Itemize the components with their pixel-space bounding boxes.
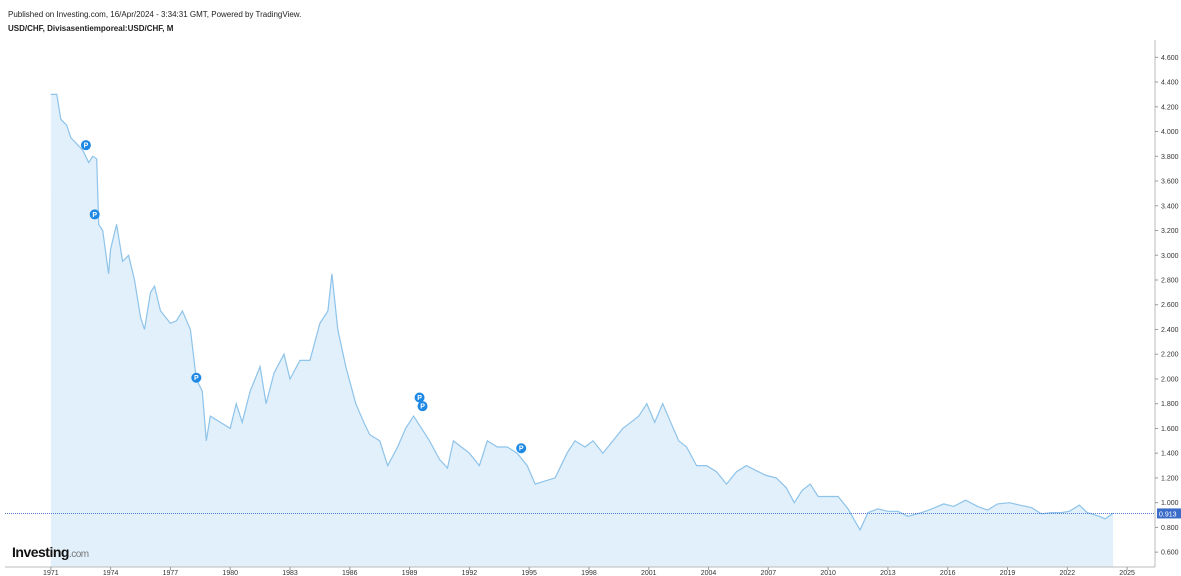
x-tick-label: 2007 (761, 570, 777, 576)
x-tick-label: 1977 (163, 570, 179, 576)
y-tick-label: 4.600 (1161, 55, 1179, 62)
x-tick-label: 2004 (701, 570, 717, 576)
event-marker: P (414, 392, 425, 403)
y-tick-label: 2.600 (1161, 302, 1179, 309)
price-line (50, 93, 1114, 532)
x-tick-label: 1989 (402, 570, 418, 576)
y-tick-label: 4.000 (1161, 129, 1179, 136)
logo: Investing.com (12, 544, 89, 560)
logo-suffix: .com (69, 549, 89, 560)
event-label: P (417, 395, 422, 402)
x-tick-label: 2025 (1119, 570, 1135, 576)
x-tick-label: 1983 (282, 570, 298, 576)
y-tick-label: 2.800 (1161, 277, 1179, 284)
event-dot (414, 392, 425, 403)
x-tick-label: 1992 (462, 570, 478, 576)
event-dot (89, 209, 100, 220)
x-tick-label: 1995 (521, 570, 537, 576)
y-tick-label: 0.800 (1161, 525, 1179, 532)
y-tick-label: 3.200 (1161, 228, 1179, 235)
area-fill (50, 94, 1114, 568)
y-tick-label: 2.000 (1161, 376, 1179, 383)
x-tick-label: 2001 (641, 570, 657, 576)
y-tick-label: 1.000 (1161, 500, 1179, 507)
event-label: P (194, 375, 199, 382)
y-tick-label: 3.800 (1161, 154, 1179, 161)
event-marker: P (516, 443, 527, 454)
event-dot (191, 372, 202, 383)
y-tick-label: 0.600 (1161, 550, 1179, 557)
event-label: P (519, 446, 524, 453)
event-label: P (92, 212, 97, 219)
event-label: P (84, 143, 89, 150)
x-tick-label: 1974 (103, 570, 119, 576)
x-tick-label: 1986 (342, 570, 358, 576)
x-tick-label: 1998 (581, 570, 597, 576)
x-tick-label: 2022 (1060, 570, 1076, 576)
x-tick-label: 2016 (940, 570, 956, 576)
y-tick-label: 3.000 (1161, 253, 1179, 260)
x-tick-label: 2010 (820, 570, 836, 576)
x-tick-label: 2019 (1000, 570, 1016, 576)
last-price-label: 0.913 (1159, 511, 1177, 518)
last-price-box (1157, 508, 1181, 519)
event-marker: P (417, 401, 428, 412)
y-tick-label: 3.400 (1161, 203, 1179, 210)
event-dot (516, 443, 527, 454)
x-tick-label: 2013 (880, 570, 896, 576)
y-tick-label: 2.400 (1161, 327, 1179, 334)
y-tick-label: 1.800 (1161, 401, 1179, 408)
event-label: P (420, 404, 425, 411)
y-tick-label: 2.200 (1161, 352, 1179, 359)
logo-name: Investing (12, 544, 69, 560)
event-dot (417, 401, 428, 412)
y-tick-label: 1.600 (1161, 426, 1179, 433)
x-tick-label: 1971 (43, 570, 59, 576)
event-dot (80, 140, 91, 151)
y-tick-label: 4.400 (1161, 80, 1179, 87)
event-marker: P (80, 140, 91, 151)
y-tick-label: 1.200 (1161, 475, 1179, 482)
symbol-title: USD/CHF, Divisasentiemporeal:USD/CHF, M (8, 24, 174, 33)
event-marker: P (191, 372, 202, 383)
y-tick-label: 4.200 (1161, 104, 1179, 111)
event-marker: P (89, 209, 100, 220)
x-tick-label: 1980 (222, 570, 238, 576)
published-note: Published on Investing.com, 16/Apr/2024 … (8, 10, 302, 19)
y-tick-label: 1.400 (1161, 451, 1179, 458)
y-tick-label: 3.600 (1161, 179, 1179, 186)
